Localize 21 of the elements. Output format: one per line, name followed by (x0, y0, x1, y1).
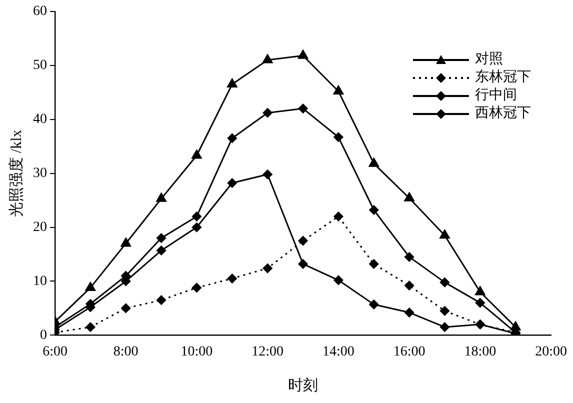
x-tick-label: 12:00 (252, 344, 284, 360)
y-tick-label: 20 (33, 220, 47, 235)
y-tick-label: 10 (33, 274, 47, 289)
y-tick-label: 60 (33, 4, 47, 20)
x-tick-label: 20:00 (535, 344, 567, 360)
x-tick-label: 10:00 (180, 344, 213, 360)
x-tick-label: 18:00 (464, 344, 496, 360)
legend-label: 对照 (475, 51, 503, 69)
y-tick-label: 40 (33, 112, 47, 128)
legend-label: 东林冠下 (475, 69, 531, 88)
x-tick-label: 16:00 (393, 344, 426, 360)
x-axis-title: 时刻 (288, 376, 318, 394)
y-tick-label: 30 (33, 166, 47, 181)
legend-label: 行中间 (475, 87, 517, 106)
y-tick-label: 50 (33, 58, 47, 74)
y-tick-label: 0 (40, 328, 47, 343)
x-tick-label: 14:00 (322, 344, 354, 360)
x-tick-label: 8:00 (113, 344, 138, 360)
y-axis-title: 光照强度 /klx (8, 129, 25, 217)
x-tick-label: 6:00 (42, 344, 68, 360)
legend-label: 西林冠下 (475, 105, 531, 124)
